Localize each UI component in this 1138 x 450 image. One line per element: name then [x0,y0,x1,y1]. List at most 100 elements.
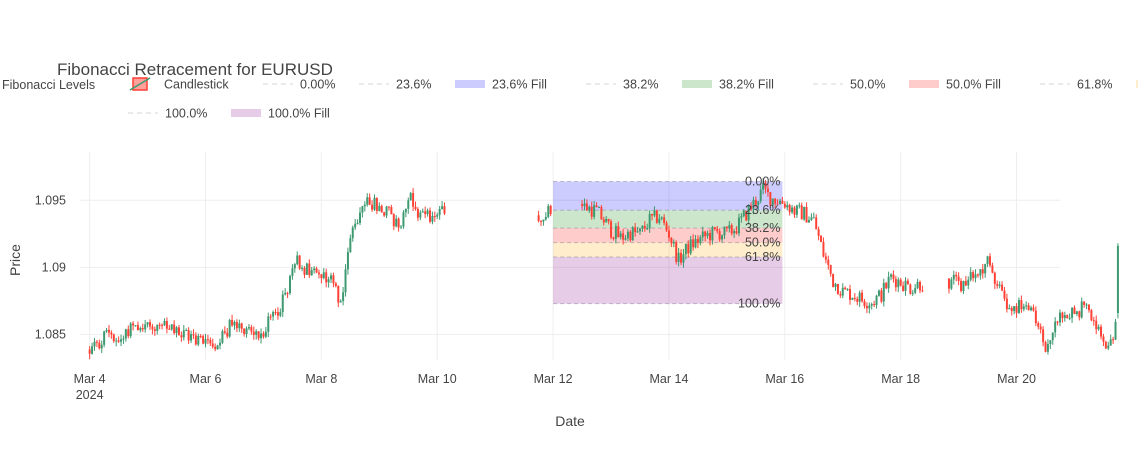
candle-body [626,231,629,239]
candle-body [721,235,724,240]
candle-body [110,332,113,335]
candle-body [967,279,970,286]
candle-body [105,329,108,332]
candle-body [795,205,798,215]
candle-body [115,340,118,342]
y-axis-title: Price [7,244,23,276]
candle-body [655,210,658,223]
candle-body [952,274,955,280]
candle-body [1102,336,1105,342]
candle-body [409,193,412,201]
candle-body [397,218,400,228]
candle-body [817,229,820,236]
candle-body [228,320,231,337]
candle-body [163,320,166,326]
candle-body [269,316,272,318]
candle-body [1107,345,1110,349]
candle-body [890,274,893,277]
candle-body [402,212,405,227]
candle-body [914,288,917,293]
candle-body [264,331,267,337]
legend-fill-swatch [909,80,939,88]
candle-body [1022,306,1025,310]
candle-body [646,228,649,230]
candle-body [144,324,147,330]
candle-body [605,218,608,223]
candle-body [226,332,229,337]
x-axis-title: Date [555,413,585,429]
candle-body [699,237,702,244]
candle-body [199,336,202,338]
candle-body [308,263,311,276]
candle-body [786,205,789,208]
y-tick-label: 1.09 [42,260,66,274]
candle-body [836,283,839,295]
fib-level-label: 23.6% [745,203,780,217]
candle-body [368,197,371,205]
candle-body [206,339,209,341]
candle-body [728,225,731,229]
candle-body [204,339,207,344]
candle-body [243,328,246,335]
candle-body [301,267,304,269]
candle-body [322,272,325,279]
candle-body [1100,326,1103,337]
candle-body [540,220,543,222]
candle-body [590,206,593,217]
candle-body [947,278,950,289]
candle-body [1097,326,1100,330]
candle-body [614,226,617,239]
candle-body [1020,300,1023,310]
candle-body [834,283,837,287]
candle-body [1042,329,1045,343]
candle-body [1030,307,1033,311]
candle-body [260,333,263,339]
candle-body [844,287,847,290]
x-tick-label: Mar 8 [305,372,337,386]
candle-body [429,210,431,222]
candle-body [986,256,989,265]
candle-body [349,238,352,253]
candle-body [1001,284,1004,291]
candle-body [597,207,600,209]
candle-body [91,346,94,354]
candle-body [880,290,883,302]
candle-body [441,206,444,209]
candle-body [663,217,666,224]
fib-level-label: 50.0% [745,236,780,250]
candle-body [981,269,984,274]
candle-body [344,269,347,293]
candle-body [177,327,180,336]
candle-body [305,263,308,275]
legend-item-label: 23.6% Fill [492,78,547,92]
candle-body [1061,312,1064,319]
candle-body [629,231,632,241]
candle-body [894,278,897,288]
legend-candlestick-label: Candlestick [164,78,229,92]
candle-body [696,238,699,244]
candle-body [1010,308,1013,312]
candle-body [117,340,120,342]
candle-body [185,330,188,332]
candle-body [542,219,545,222]
candle-body [156,324,159,331]
candle-body [1046,344,1049,352]
candle-body [713,227,716,230]
candle-body [812,217,815,219]
candle-body [757,201,760,205]
candle-body [129,323,132,337]
candle-body [1056,321,1059,323]
candle-body [1051,332,1054,341]
candle-body [911,292,914,294]
candle-body [810,217,813,220]
candle-body [390,207,393,215]
candle-body [803,207,806,220]
candle-body [805,207,808,223]
candle-body [706,232,709,237]
candle-body [1027,305,1030,311]
candle-body [146,322,149,325]
candle-body [815,217,818,230]
candle-body [250,327,253,332]
candle-body [1044,342,1047,352]
candle-body [607,218,610,222]
